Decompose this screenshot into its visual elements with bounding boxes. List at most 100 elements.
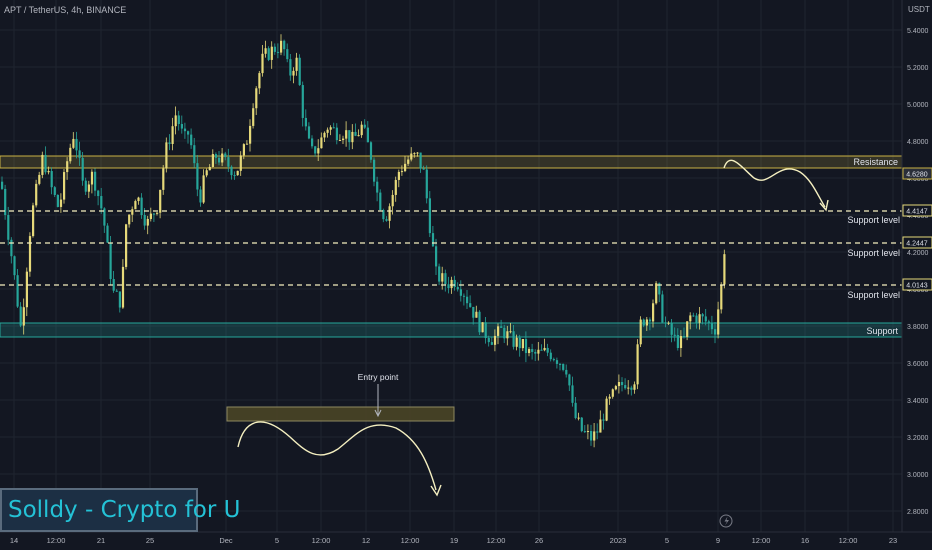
support-zone[interactable] (0, 322, 903, 338)
candle-body (481, 322, 484, 333)
candle-body (283, 40, 286, 50)
time-tick-label: 12:00 (839, 536, 858, 545)
candle-body (131, 209, 134, 215)
candle-body (692, 315, 695, 317)
candle-body (661, 294, 664, 323)
candle-body (199, 189, 202, 203)
price-tick-label: 5.0000 (907, 102, 929, 109)
support-price-text-1: 4.4147 (906, 209, 928, 216)
candle-body (255, 88, 258, 109)
candle-body (146, 218, 149, 226)
candle-body (596, 431, 599, 433)
candle-body (180, 124, 183, 129)
time-tick-label: 19 (450, 536, 458, 545)
time-tick-label: 2023 (610, 536, 627, 545)
candle-body (379, 192, 382, 210)
time-tick-label: 12:00 (487, 536, 506, 545)
candle-body (456, 287, 459, 290)
candle-body (13, 256, 16, 276)
candle-body (289, 59, 292, 76)
candle-body (388, 206, 391, 221)
candle-body (78, 150, 81, 158)
candle-body (118, 291, 121, 308)
price-tick-label: 3.4000 (907, 398, 929, 405)
candle-body (490, 342, 493, 345)
candle-body (655, 283, 658, 304)
entry-arrowhead (430, 484, 442, 497)
candle-body (431, 233, 435, 247)
candle-body (211, 154, 214, 167)
candle-body (115, 290, 118, 292)
time-tick-label: Dec (219, 536, 233, 545)
candle-body (441, 273, 444, 282)
candle-body (298, 57, 301, 86)
candle-body (360, 124, 363, 136)
candle-body (382, 209, 385, 220)
candle-body (354, 131, 357, 136)
candle-body (311, 138, 314, 147)
candle-body (670, 322, 673, 335)
entry-projection-curve[interactable] (237, 421, 437, 491)
projection-curve[interactable] (723, 159, 826, 208)
candle-body (233, 175, 236, 177)
resistance-zone[interactable] (0, 155, 903, 169)
candle-body (317, 148, 320, 154)
candle-body (208, 166, 211, 171)
candle-body (94, 171, 97, 191)
candle-body (428, 198, 431, 234)
candle-body (515, 337, 518, 347)
candle-body (583, 431, 586, 433)
price-tick-label: 5.2000 (907, 65, 929, 72)
lightning-icon[interactable] (719, 514, 733, 528)
time-tick-label: 12:00 (752, 536, 771, 545)
candle-body (531, 349, 534, 352)
candle-body (717, 309, 720, 335)
candle-body (586, 431, 590, 433)
candle-body (171, 126, 174, 144)
candle-body (159, 189, 162, 213)
support-level-label-3: Support level (847, 290, 900, 300)
candle-body (459, 289, 462, 296)
candle-body (338, 140, 342, 142)
candle-body (53, 187, 56, 195)
candle-body (292, 70, 295, 76)
candle-body (100, 196, 103, 209)
entry-zone[interactable] (226, 406, 455, 422)
time-tick-label: 23 (889, 536, 897, 545)
candle-body (295, 57, 298, 71)
watermark: Solldy - Crypto for U (0, 488, 240, 532)
support-price-tag-1 (902, 204, 932, 217)
candle-body (230, 166, 233, 176)
candle-body (273, 46, 276, 52)
candle-body (187, 131, 190, 135)
candle-body (270, 46, 273, 60)
candle-body (518, 337, 521, 349)
candle-body (301, 85, 304, 118)
candle-body (75, 138, 78, 151)
candle-body (366, 127, 369, 143)
time-axis-labels: 14 12:00 21 25 Dec 5 12:00 12 12:00 19 12:00 26 2023… (10, 536, 897, 545)
candle-body (397, 171, 400, 180)
price-axis[interactable] (902, 0, 932, 550)
candle-body (487, 338, 490, 343)
price-tick-label: 3.8000 (907, 324, 929, 331)
candle-body (342, 138, 345, 141)
time-tick-label: 12:00 (401, 536, 420, 545)
candle-body (258, 73, 261, 89)
candle-body (593, 431, 596, 441)
candle-body (335, 127, 338, 141)
candle-body (549, 352, 552, 360)
candle-body (242, 144, 245, 156)
candle-body (32, 205, 35, 237)
candle-body (363, 124, 366, 128)
candle-body (193, 145, 196, 164)
candle-body (537, 349, 540, 354)
candle-body (562, 364, 565, 370)
candle-body (69, 147, 72, 162)
candle-body (540, 349, 543, 351)
candle-body (276, 51, 280, 53)
candle-body (140, 197, 143, 216)
support-price-tag-3 (902, 278, 932, 291)
candle-body (196, 163, 199, 190)
